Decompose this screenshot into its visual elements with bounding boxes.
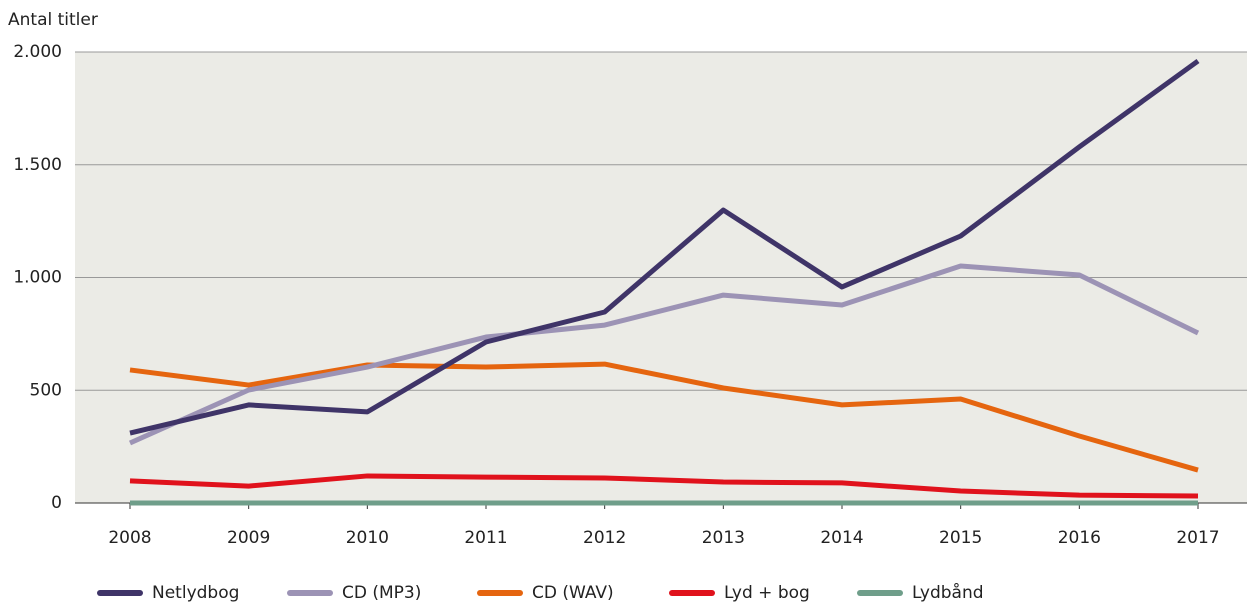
x-tick-label: 2011 — [464, 528, 507, 548]
x-tick-label: 2009 — [227, 528, 270, 548]
y-axis-label: Antal titler — [8, 10, 98, 30]
x-tick-label: 2015 — [939, 528, 982, 548]
legend-label: CD (MP3) — [342, 583, 421, 603]
legend-label: Lyd + bog — [724, 583, 810, 603]
x-tick-label: 2016 — [1058, 528, 1101, 548]
x-tick-label: 2013 — [702, 528, 745, 548]
legend-label: Lydbånd — [912, 582, 984, 603]
y-tick-label: 0 — [51, 493, 62, 513]
legend-label: CD (WAV) — [532, 583, 614, 603]
x-tick-label: 2008 — [108, 528, 151, 548]
y-tick-label: 500 — [30, 380, 62, 400]
x-tick-label: 2010 — [346, 528, 389, 548]
line-series — [129, 58, 1200, 436]
x-tick-label: 2014 — [820, 528, 863, 548]
line-series — [129, 361, 1199, 473]
x-tick-label: 2012 — [583, 528, 626, 548]
x-tick-label: 2017 — [1176, 528, 1219, 548]
y-tick-label: 2.000 — [13, 42, 62, 62]
y-tick-label: 1.000 — [13, 268, 62, 288]
legend-label: Netlydbog — [152, 583, 239, 603]
line-series — [129, 473, 1199, 499]
line-series — [128, 263, 1200, 446]
y-tick-label: 1.500 — [13, 155, 62, 175]
